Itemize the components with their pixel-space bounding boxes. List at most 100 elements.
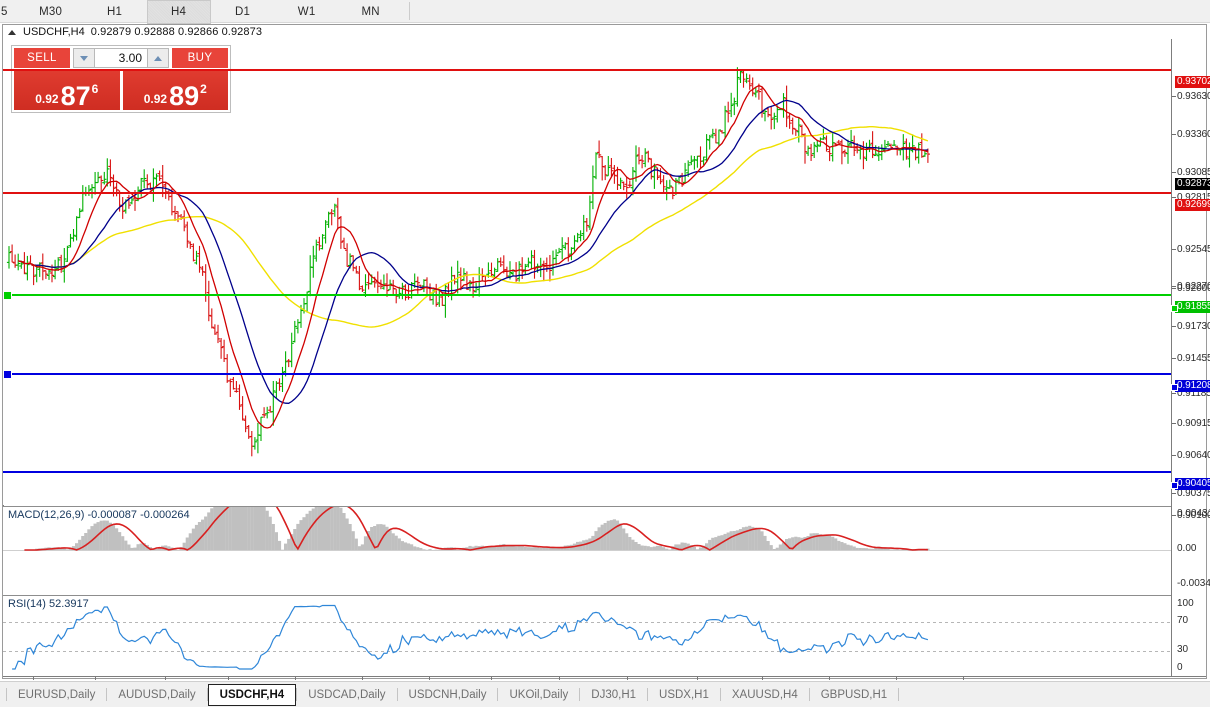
tab-divider [579,688,581,701]
support-line-blue-1-anchor[interactable] [3,370,12,379]
timeframe-button-d1[interactable]: D1 [211,0,275,24]
tab-divider [719,688,721,701]
time-tick [896,677,897,680]
time-tick [697,677,698,680]
tab-divider [497,688,499,701]
buy-price-sup: 2 [200,82,207,96]
support-level-label-green-handle[interactable] [1171,305,1178,312]
price-scale[interactable]: 0.93630 0.93360 0.93085 0.92815 0.92545 0.922… [1171,39,1210,676]
price-chart-pane[interactable] [3,39,1171,505]
support-line-blue-1[interactable] [3,373,1171,375]
macd-scale-label: -0.003405 [1177,578,1210,589]
symbol-tab-bar: EURUSD,Daily AUDUSD,Daily USDCHF,H4 USDCAD,… [0,681,1210,707]
time-tick [362,677,363,680]
volume-increment-button[interactable] [147,48,169,68]
time-tick [295,677,296,680]
price-tick-label: 0.90640 [1177,450,1210,461]
rsi-scale-label: 0 [1177,662,1183,673]
timeframe-label: H4 [171,6,187,18]
sell-button[interactable]: SELL [14,48,70,68]
tab-divider [6,688,7,701]
sell-price-base: 0.92 [35,92,59,106]
symbol-tab-usdchf-h4[interactable]: USDCHF,H4 [207,683,297,706]
chart-window: USDCHF,H4 0.92879 0.92888 0.92866 0.9287… [2,24,1210,692]
timeframe-button-mn[interactable]: MN [339,0,403,24]
tick-mark [1172,286,1176,287]
timeframe-button-m5[interactable]: 5 [0,0,19,24]
time-tick [491,677,492,680]
tick-mark [1172,197,1176,198]
support-line-green-anchor[interactable] [3,291,12,300]
rsi-pane[interactable]: RSI(14) 52.3917 [3,595,1171,677]
resistance-line-2[interactable] [3,192,1171,194]
price-tick-label: 0.92000 [1177,283,1210,294]
buy-price-big: 89 [169,81,200,110]
collapse-triangle-icon[interactable] [8,29,16,35]
macd-scale-label: 0.00 [1177,543,1197,554]
macd-pane[interactable]: MACD(12,26,9) -0.000087 -0.000264 [3,506,1171,595]
time-tick [165,677,166,680]
toolbar-divider [408,2,410,20]
tab-divider [647,688,649,701]
volume-decrement-button[interactable] [73,48,95,68]
symbol-tab-xauusd-h4[interactable]: XAUUSD,H4 [731,688,798,701]
time-tick [33,677,34,680]
volume-stepper[interactable]: 3.00 [73,48,169,68]
rsi-level-70 [3,622,1171,623]
price-tick-label: 0.92545 [1177,244,1210,255]
time-tick [95,677,96,680]
symbol-tab-gbpusd-h1[interactable]: GBPUSD,H1 [820,688,888,701]
support-line-green[interactable] [3,294,1171,296]
one-click-trading-panel[interactable]: SELL 3.00 BUY 0.92 87 6 [11,45,231,113]
current-price-label[interactable]: 0.92873 [1175,178,1210,190]
tick-mark [1172,423,1176,424]
timeframe-label: MN [361,6,380,18]
sell-price-quote[interactable]: 0.92 87 6 [14,70,120,110]
tab-divider [898,688,900,701]
price-tick-label: 0.92270 [1177,281,1210,292]
timeframe-label: H1 [107,6,123,18]
rsi-scale-label: 100 [1177,598,1194,609]
tab-divider [296,688,298,701]
rsi-scale-label: 30 [1177,644,1189,655]
trade-quotes-row: 0.92 87 6 0.92 89 2 [12,70,230,112]
resistance-line-1[interactable] [3,69,1171,71]
price-tick-label: 0.90100 [1177,510,1210,521]
rsi-label: RSI(14) 52.3917 [8,598,89,610]
rsi-level-30 [3,651,1171,652]
symbol-tab-dj30-h1[interactable]: DJ30,H1 [591,688,637,701]
volume-input[interactable]: 3.00 [95,48,147,68]
chart-ohlc-values: 0.92879 0.92888 0.92866 0.92873 [90,26,263,38]
buy-button[interactable]: BUY [172,48,228,68]
support-level-label-blue-1[interactable]: 0.91208 [1175,380,1210,392]
symbol-tab-usdcad-daily[interactable]: USDCAD,Daily [308,688,386,701]
timeframe-button-h4[interactable]: H4 [146,0,211,24]
price-tick-label: 0.90375 [1177,488,1210,499]
symbol-tab-ukoil-daily[interactable]: UKOil,Daily [509,688,569,701]
chevron-down-icon [80,55,88,61]
support-level-label-green[interactable]: 0.91855 [1175,301,1210,313]
timeframe-button-w1[interactable]: W1 [275,0,339,24]
time-tick [627,677,628,680]
time-tick [829,677,830,680]
price-tick-label: 0.91455 [1177,353,1210,364]
support-line-blue-2[interactable] [3,471,1171,473]
symbol-tab-usdx-h1[interactable]: USDX,H1 [659,688,709,701]
tick-mark [1172,358,1176,359]
support-level-label-blue-1-handle[interactable] [1171,384,1178,391]
symbol-tab-audusd-daily[interactable]: AUDUSD,Daily [118,688,196,701]
support-level-label-blue-2[interactable]: 0.90405 [1175,478,1210,490]
resistance-level-label-2[interactable]: 0.92699 [1175,199,1210,211]
tick-mark [1172,493,1176,494]
timeframe-button-m30[interactable]: M30 [19,0,83,24]
tick-mark [1172,172,1176,173]
trade-controls-row: SELL 3.00 BUY [12,46,230,70]
timeframe-button-h1[interactable]: H1 [83,0,147,24]
tick-mark [1172,515,1176,516]
resistance-level-label-1[interactable]: 0.93702 [1175,76,1210,88]
symbol-tab-eurusd-daily[interactable]: EURUSD,Daily [18,688,96,701]
price-tick-label: 0.93360 [1177,129,1210,140]
buy-price-quote[interactable]: 0.92 89 2 [122,70,228,110]
symbol-tab-usdcnh-daily[interactable]: USDCNH,Daily [408,688,487,701]
support-level-label-blue-2-handle[interactable] [1171,482,1178,489]
